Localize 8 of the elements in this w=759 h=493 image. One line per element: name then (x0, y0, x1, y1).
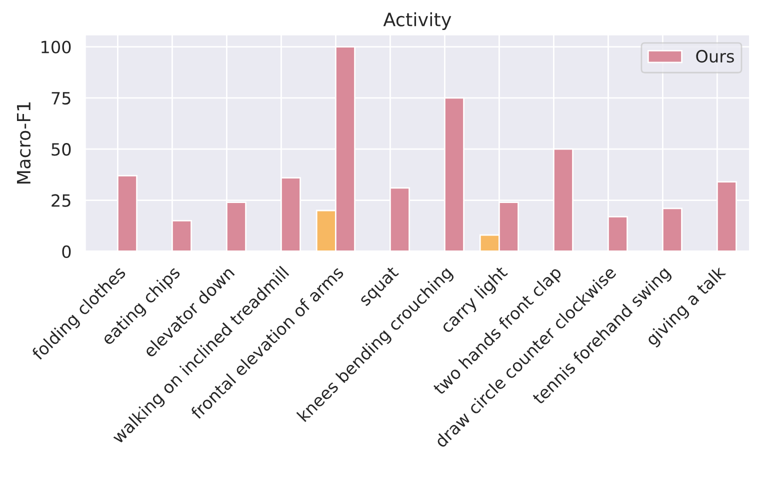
y-axis-title: Macro-F1 (17, 102, 31, 184)
chart-title: Activity (383, 12, 452, 30)
y-tick-label: 100 (42, 40, 71, 54)
y-tick-label: 0 (62, 245, 71, 258)
legend-label: Ours (696, 50, 734, 63)
y-tick-label: 75 (52, 92, 70, 105)
y-tick-label: 50 (52, 143, 71, 156)
y-tick-label: 25 (52, 194, 70, 207)
